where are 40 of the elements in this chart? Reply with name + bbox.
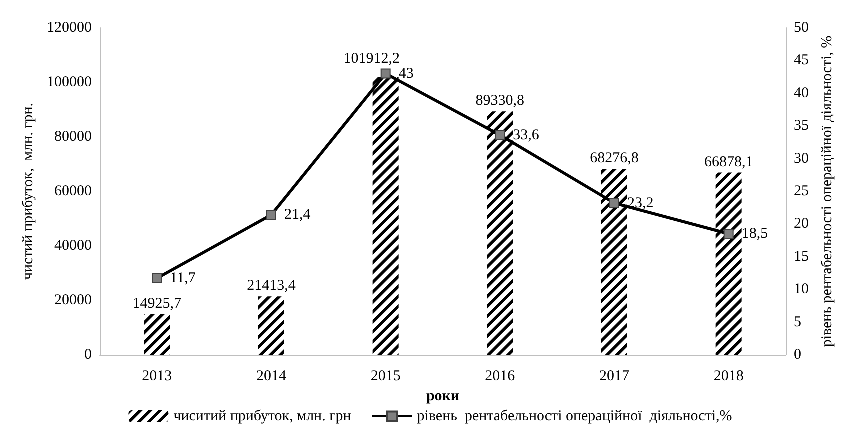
x-tick-label: 2013 [142, 368, 172, 384]
data-label: 33,6 [513, 127, 540, 144]
y-tick-label: 100000 [47, 74, 92, 90]
y2-tick-label: 15 [794, 248, 809, 265]
y2-tick-label: 40 [794, 85, 809, 102]
data-label: 89330,8 [476, 93, 525, 110]
data-label: 68276,8 [590, 150, 639, 166]
data-label: 18,5 [742, 226, 768, 242]
y-tick-label: 20000 [54, 292, 92, 308]
y2-tick-label: 20 [794, 216, 809, 232]
data-label: 21413,4 [247, 278, 296, 294]
legend-label: чиситий прибуток, млн. грн [174, 408, 352, 424]
legend-label: рівень рентабельності операційної діяльності,% [417, 408, 732, 424]
y-tick-label: 120000 [47, 20, 92, 36]
x-tick-label: 2015 [370, 368, 401, 384]
data-label: 21,4 [284, 207, 312, 224]
y2-tick-label: 45 [794, 52, 809, 69]
data-label: 11,7 [170, 270, 196, 286]
y-tick-label: 40000 [54, 238, 92, 254]
y2-tick-label: 30 [794, 150, 809, 167]
x-tick-label: 2014 [256, 368, 287, 384]
data-label: 14925,7 [132, 296, 182, 312]
y2-axis-title: рівень рентабельності операційної діяльності, % [819, 36, 836, 348]
y2-tick-label: 5 [794, 314, 802, 330]
data-label: 101912,2 [344, 50, 400, 67]
data-label: 43 [398, 66, 414, 82]
y-tick-label: 0 [84, 347, 92, 363]
x-tick-label: 2017 [600, 368, 630, 384]
y2-tick-label: 10 [794, 282, 809, 298]
y2-tick-label: 35 [794, 118, 809, 134]
x-tick-label: 2018 [714, 368, 744, 384]
data-label: 66878,1 [704, 154, 754, 170]
x-axis-title: роки [426, 388, 460, 404]
y-tick-label: 60000 [54, 184, 92, 200]
y2-tick-label: 50 [794, 20, 809, 36]
y2-tick-label: 0 [794, 347, 802, 363]
x-tick-label: 2016 [485, 368, 516, 384]
y2-tick-label: 25 [794, 184, 809, 200]
y-tick-label: 80000 [54, 129, 92, 145]
y-axis-title: чистий прибуток, млн. грн. [20, 102, 37, 280]
